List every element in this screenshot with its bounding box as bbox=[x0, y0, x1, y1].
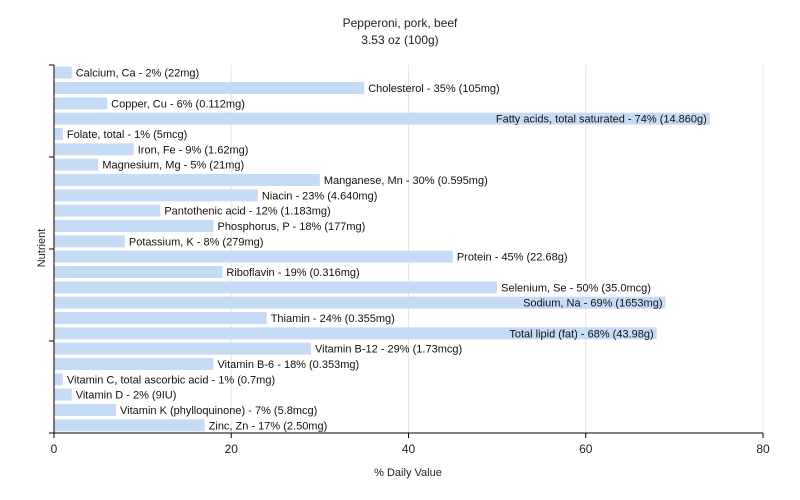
bar bbox=[54, 312, 267, 324]
bar-label: Copper, Cu - 6% (0.112mg) bbox=[111, 98, 245, 110]
bars: Calcium, Ca - 2% (22mg) Cholesterol - 35%… bbox=[54, 66, 710, 432]
bar bbox=[54, 204, 161, 217]
bar-label: Manganese, Mn - 30% (0.595mg) bbox=[324, 175, 488, 187]
bar-label: Total lipid (fat) - 68% (43.98g) bbox=[509, 328, 653, 340]
bar bbox=[54, 266, 223, 278]
bar bbox=[54, 358, 214, 370]
bar bbox=[54, 327, 657, 340]
bar bbox=[54, 296, 666, 309]
bar bbox=[54, 404, 117, 416]
bar-label: Niacin - 23% (4.640mg) bbox=[262, 190, 378, 202]
x-tick-label: 0 bbox=[51, 442, 58, 456]
bar-label: Folate, total - 1% (5mcg) bbox=[67, 129, 187, 141]
bar bbox=[54, 281, 498, 294]
bar bbox=[54, 373, 63, 386]
bar bbox=[54, 143, 134, 156]
x-tick-label: 60 bbox=[579, 442, 593, 456]
bar-label: Vitamin B-6 - 18% (0.353mg) bbox=[218, 359, 360, 371]
bar-label: Fatty acids, total saturated - 74% (14.8… bbox=[496, 114, 707, 126]
bar bbox=[54, 388, 72, 401]
bar bbox=[54, 66, 72, 79]
bar bbox=[54, 158, 99, 171]
bar bbox=[54, 174, 320, 186]
bar bbox=[54, 235, 125, 248]
bar-label: Zinc, Zn - 17% (2.50mg) bbox=[209, 420, 328, 432]
y-axis-label: Nutrient bbox=[36, 229, 48, 268]
x-axis-label: % Daily Value bbox=[374, 467, 442, 479]
bar-label: Pantothenic acid - 12% (1.183mg) bbox=[164, 206, 330, 218]
chart-subtitle: 3.53 oz (100g) bbox=[361, 33, 438, 47]
bar-label: Vitamin B-12 - 29% (1.73mcg) bbox=[315, 344, 462, 356]
bar-label: Potassium, K - 8% (279mg) bbox=[129, 236, 264, 248]
bar bbox=[54, 342, 312, 355]
bar bbox=[54, 112, 710, 125]
x-tick-label: 40 bbox=[402, 442, 416, 456]
axes: 0 20 40 60 80 bbox=[49, 64, 770, 456]
bar bbox=[54, 220, 214, 232]
bar bbox=[54, 97, 108, 110]
bar-label: Vitamin K (phylloquinone) - 7% (5.8mcg) bbox=[120, 405, 317, 417]
x-tick-label: 20 bbox=[225, 442, 239, 456]
bar bbox=[54, 419, 205, 432]
bar bbox=[54, 128, 63, 140]
bar bbox=[54, 189, 258, 202]
bar-label: Selenium, Se - 50% (35.0mcg) bbox=[501, 282, 651, 294]
chart-title: Pepperoni, pork, beef bbox=[343, 16, 458, 30]
x-tick-label: 80 bbox=[756, 442, 770, 456]
bar bbox=[54, 82, 365, 94]
bar-label: Thiamin - 24% (0.355mg) bbox=[271, 313, 395, 325]
bar-label: Magnesium, Mg - 5% (21mg) bbox=[102, 160, 244, 172]
grid-lines bbox=[230, 65, 764, 433]
bar-label: Vitamin C, total ascorbic acid - 1% (0.7… bbox=[67, 374, 275, 386]
bar-label: Protein - 45% (22.68g) bbox=[457, 252, 568, 264]
bar-label: Phosphorus, P - 18% (177mg) bbox=[218, 221, 366, 233]
bar-label: Iron, Fe - 9% (1.62mg) bbox=[138, 144, 249, 156]
bar-label: Sodium, Na - 69% (1653mg) bbox=[523, 298, 662, 310]
bar-label: Vitamin D - 2% (9IU) bbox=[76, 390, 177, 402]
bar-label: Cholesterol - 35% (105mg) bbox=[368, 83, 499, 95]
bar bbox=[54, 250, 453, 263]
bar-label: Riboflavin - 19% (0.316mg) bbox=[226, 267, 359, 279]
bar-label: Calcium, Ca - 2% (22mg) bbox=[76, 68, 199, 80]
